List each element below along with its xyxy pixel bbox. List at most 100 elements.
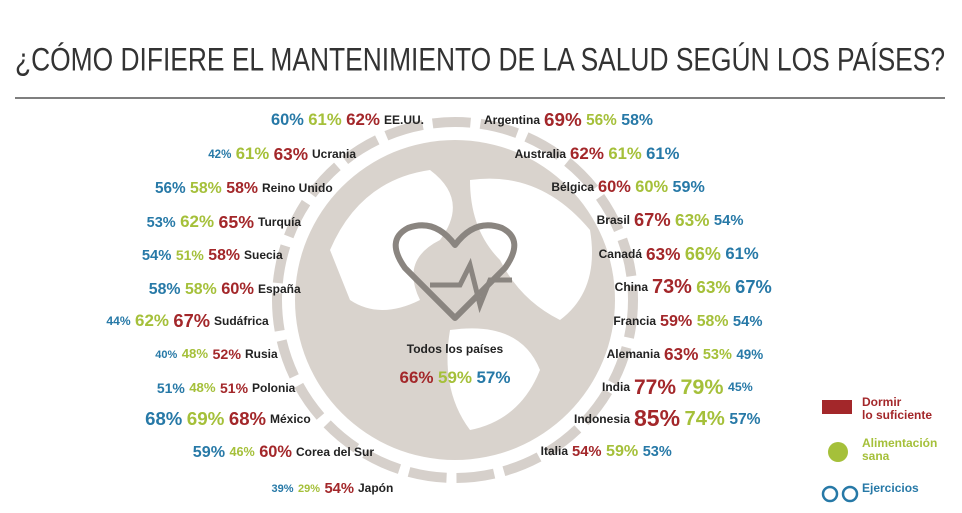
country-name: Rusia [245,347,278,361]
country-name: Alemania [607,347,661,361]
percent-value: 60% [635,178,668,196]
percent-value: 58% [185,281,217,298]
percent-value: 63% [646,244,680,264]
percent-value: 57% [476,368,510,387]
legend: Dormir lo suficiente Alimentación sana Eje… [821,395,937,503]
percent-value: 68% [145,408,182,429]
country-name: España [258,282,301,296]
percent-value: 60% [259,443,292,461]
percent-value: 58% [149,281,181,298]
percent-value: 61% [725,244,759,263]
country-name: EE.UU. [384,113,424,127]
percent-value: 42% [208,149,231,161]
percent-value: 68% [229,408,266,429]
percent-value: 67% [634,209,671,230]
percent-value: 51% [220,380,249,396]
country-values: 54% 51% 58% [142,247,240,265]
country-name: Turquía [258,215,301,229]
country-values: 85% 74% 57% [634,405,761,431]
country-name: Polonia [252,381,296,395]
country-name: Suecia [244,248,283,262]
percent-value: 52% [213,347,242,363]
country-values: 63% 53% 49% [664,344,763,364]
percent-value: 58% [208,247,240,264]
percent-value: 58% [697,313,729,330]
percent-value: 85% [634,405,680,431]
country-values: 60% 61% 62% [271,110,380,129]
country-name: Australia [515,147,567,161]
country-values: 62% 61% 61% [570,144,680,163]
legend-sleep: Dormir lo suficiente [862,395,932,422]
percent-value: 63% [675,210,709,230]
country-name: Canadá [599,247,643,261]
country-values: 56% 58% 58% [155,180,258,197]
percent-value: 59% [438,368,472,387]
country-values: 69% 56% 58% [544,109,653,130]
percent-value: 58% [621,112,653,129]
percent-value: 59% [606,442,638,460]
percent-value: 54% [324,481,354,497]
percent-value: 69% [187,408,225,429]
percent-value: 73% [652,276,692,298]
percent-value: 62% [135,311,169,330]
percent-value: 40% [155,349,177,361]
country-values: 58% 58% 60% [149,280,255,298]
percent-value: 48% [189,380,216,395]
percent-value: 59% [660,312,692,330]
country-values: 60% 60% 59% [598,178,705,196]
country-values: 77% 79% 45% [634,375,753,399]
country-values: 53% 62% 65% [147,212,255,232]
percent-value: 59% [673,178,705,196]
percent-value: 59% [193,443,225,461]
country-values: 63% 66% 61% [646,244,759,264]
percent-value: 60% [221,280,254,298]
percent-value: 53% [147,215,176,231]
percent-value: 67% [173,310,210,331]
percent-value: 48% [182,346,209,361]
country-values: 40% 48% 52% [155,346,241,363]
legend-food: Alimentación sana [862,436,937,463]
country-name: Reino Unido [262,181,333,195]
title: ¿CÓMO DIFIERE EL MANTENIMIENTO DE LA SAL… [15,41,945,77]
country-name: Argentina [484,113,540,127]
percent-value: 51% [176,247,205,263]
country-name: Italia [541,444,569,458]
percent-value: 29% [298,483,320,495]
percent-value: 65% [218,212,254,232]
country-values: 39% 29% 54% [271,480,354,497]
percent-value: 61% [646,144,680,163]
country-name: India [602,380,630,394]
percent-value: 46% [229,445,254,459]
country-name: Japón [358,481,393,495]
percent-value: 60% [271,111,304,129]
legend-exercise: Ejercicios [862,481,919,495]
country-values: 59% 58% 54% [660,312,762,330]
percent-value: 56% [155,180,186,197]
percent-value: 54% [714,213,744,229]
country-values: 68% 69% 68% [145,408,266,429]
country-name: México [270,412,311,426]
percent-value: 58% [190,180,222,197]
percent-value: 54% [142,248,172,264]
percent-value: 49% [736,347,763,362]
percent-value: 44% [106,314,130,328]
percent-value: 56% [586,112,617,129]
percent-value: 63% [696,277,730,297]
percent-value: 79% [680,375,723,399]
percent-value: 53% [643,444,672,460]
country-name: Ucrania [312,147,356,161]
percent-value: 62% [180,212,214,231]
country-values: 51% 48% 51% [157,380,249,398]
country-values: 44% 62% 67% [106,310,210,331]
percent-value: 63% [274,144,308,164]
country-values: 73% 63% 67% [652,276,772,298]
percent-value: 61% [308,110,342,129]
percent-value: 66% [400,368,434,387]
country-values: 67% 63% 54% [634,209,743,230]
percent-value: 53% [703,347,732,363]
percent-value: 57% [729,411,760,428]
percent-value: 45% [728,380,753,394]
percent-value: 77% [634,376,676,399]
percent-value: 54% [733,314,763,330]
